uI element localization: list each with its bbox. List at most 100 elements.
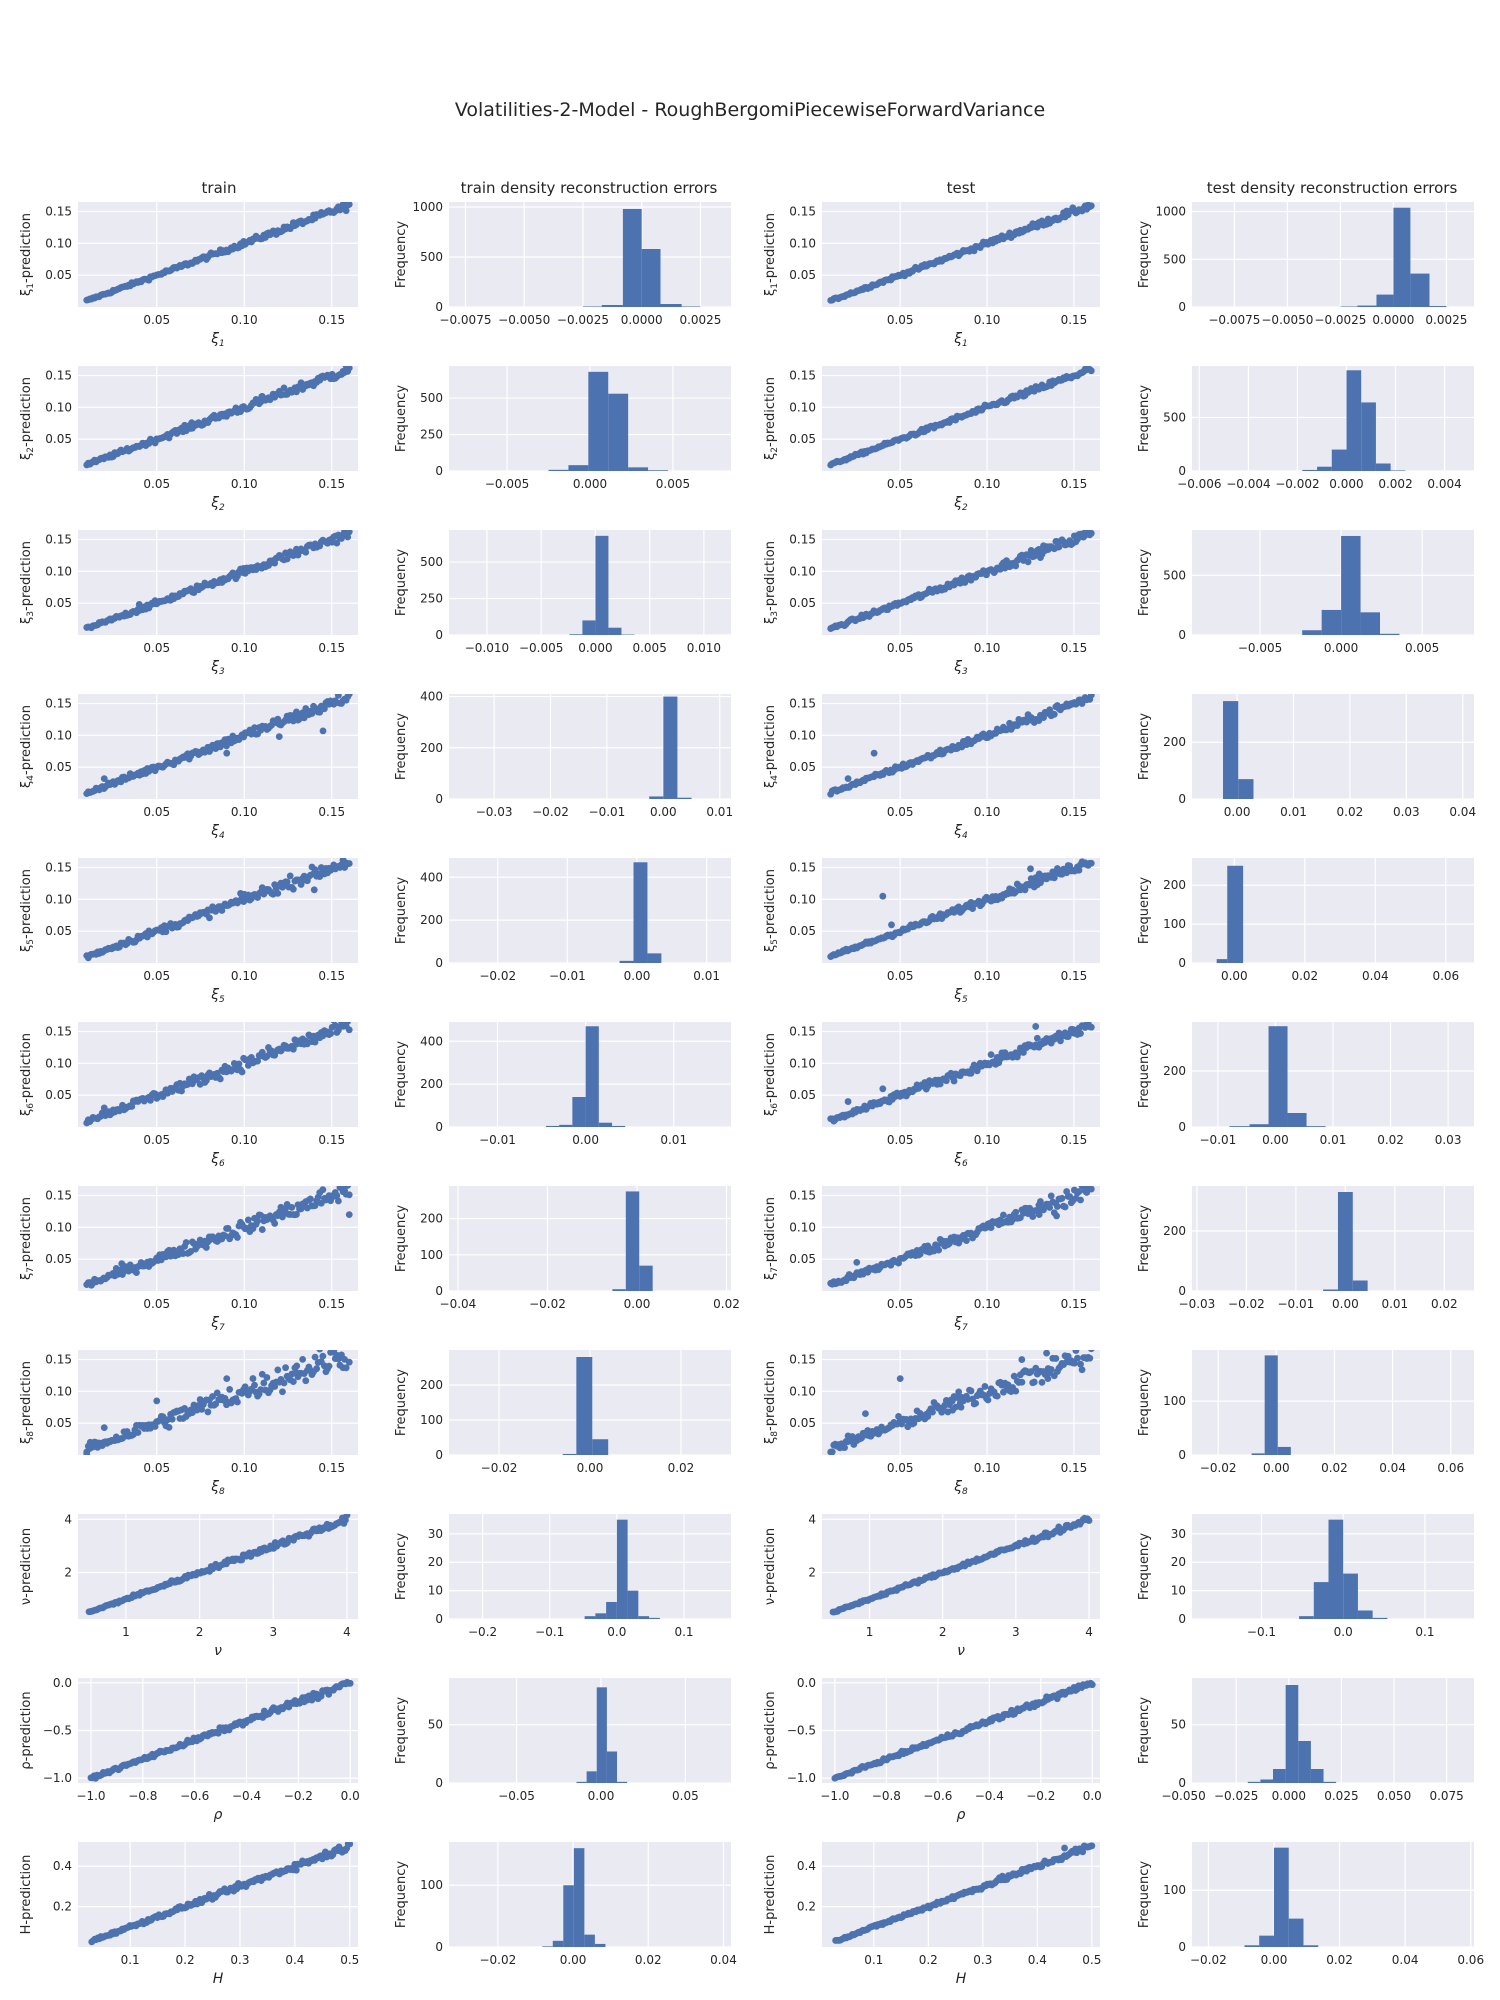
scatter-outlier-point <box>948 1397 956 1405</box>
scatter-outlier-point <box>293 1362 301 1370</box>
scatter-point <box>1050 710 1058 718</box>
x-tick-label: 0.15 <box>1061 1297 1088 1311</box>
y-tick-label: 0.15 <box>789 369 816 383</box>
scatter-outlier-point <box>275 733 283 741</box>
histogram-bar <box>562 1453 577 1455</box>
scatter-point <box>1012 562 1020 570</box>
x-tick-label: 0.15 <box>1061 1461 1088 1475</box>
y-tick-label: 200 <box>420 741 443 755</box>
histogram-bar <box>625 1191 640 1291</box>
scatter-outlier-point <box>100 775 108 783</box>
x-tick-label: 0.01 <box>1381 1297 1408 1311</box>
scatter-point <box>213 1389 221 1397</box>
histogram-bar <box>1393 207 1411 307</box>
scatter-point <box>302 548 310 556</box>
y-axis-label: ξ4-prediction <box>19 705 36 788</box>
x-tick-label: 0.1 <box>121 1953 140 1967</box>
x-axis-label: ξ8 <box>210 1479 225 1497</box>
x-axis-label: ξ2 <box>953 495 968 513</box>
panel-r5-c2-scatter: 0.05 0.10 0.15 0.05 0.10 0.15 ξ6 ξ6-prediction <box>763 1022 1100 1169</box>
scatter-point <box>1020 1049 1027 1056</box>
y-tick-label: 500 <box>420 250 443 264</box>
y-tick-label: 0.15 <box>45 1353 72 1367</box>
plot-area <box>85 1514 351 1616</box>
histogram-bar <box>568 465 589 471</box>
y-tick-label: 10 <box>428 1584 443 1598</box>
histogram-bar <box>681 306 701 307</box>
y-tick-label: 0.05 <box>45 1416 72 1430</box>
y-tick-label: 0.15 <box>45 205 72 219</box>
axes-background <box>449 530 731 635</box>
x-tick-label: 0.1 <box>864 1953 883 1967</box>
x-tick-label: −0.2 <box>284 1789 313 1803</box>
scatter-point <box>1012 1208 1020 1216</box>
y-tick-label: 200 <box>420 1077 443 1091</box>
x-tick-label: −0.02 <box>1200 1461 1237 1475</box>
scatter-point <box>1052 1355 1060 1362</box>
x-tick-label: 0.00 <box>1221 969 1248 983</box>
plot-area <box>1302 535 1400 635</box>
x-tick-label: 0.05 <box>143 641 170 655</box>
histogram-bar <box>582 306 602 307</box>
y-tick-label: 1000 <box>412 200 443 214</box>
histogram-bar <box>576 1357 593 1455</box>
y-axis-label: ξ5-prediction <box>19 869 36 952</box>
scatter-point <box>952 1403 960 1411</box>
x-tick-label: 0.00 <box>560 1953 587 1967</box>
scatter-point <box>345 1191 353 1199</box>
histogram-bar <box>1372 1617 1388 1619</box>
scatter-point <box>929 1408 936 1416</box>
scatter-point <box>260 1379 268 1387</box>
histogram-bar <box>1328 1519 1344 1619</box>
histogram-bar <box>663 696 678 799</box>
x-tick-label: 0.01 <box>693 969 720 983</box>
scatter-point <box>165 1423 173 1431</box>
panel-r9-c3-bar: −0.050 −0.025 0.000 0.025 0.050 0.075 0 50 Frequ… <box>1137 1678 1474 1803</box>
scatter-point <box>1087 202 1095 210</box>
histogram-bar <box>1303 1945 1319 1947</box>
scatter-outlier-point <box>1032 1023 1040 1030</box>
y-axis-label: Frequency <box>1137 1697 1152 1764</box>
panel-r7-c1-bar: −0.02 0.00 0.02 0 100 200 Frequency <box>394 1350 731 1475</box>
scatter-point <box>1087 1023 1095 1031</box>
x-tick-label: −0.01 <box>1278 1297 1315 1311</box>
x-tick-label: −0.01 <box>479 1133 516 1147</box>
y-tick-label: 0 <box>1178 300 1186 314</box>
scatter-outlier-point <box>870 749 878 757</box>
x-tick-label: 0.05 <box>143 969 170 983</box>
scatter-point <box>345 530 353 536</box>
scatter-outlier-point <box>888 921 895 929</box>
scatter-outlier-point <box>83 1450 91 1455</box>
x-tick-label: −0.8 <box>128 1789 157 1803</box>
plot-area <box>83 530 353 632</box>
histogram-bar <box>563 1885 574 1947</box>
y-tick-label: 0.05 <box>45 760 72 774</box>
x-tick-label: 1 <box>122 1625 130 1639</box>
x-tick-label: 0.2 <box>176 1953 195 1967</box>
y-axis-label: Frequency <box>394 713 409 780</box>
x-axis-label: H <box>213 1971 224 1987</box>
x-tick-label: −0.02 <box>479 969 516 983</box>
x-tick-label: 0.004 <box>1427 477 1461 491</box>
x-tick-label: 0.10 <box>231 1297 258 1311</box>
x-tick-label: 0.3 <box>973 1953 992 1967</box>
y-tick-label: 0.05 <box>45 1252 72 1266</box>
scatter-outlier-point <box>319 727 327 735</box>
axes-background <box>449 694 731 799</box>
histogram-bar <box>1299 1616 1314 1619</box>
scatter-outlier-point <box>844 775 852 783</box>
x-tick-label: 0.06 <box>1457 1953 1484 1967</box>
x-tick-label: 0.10 <box>974 477 1001 491</box>
plot-area <box>827 1350 1095 1455</box>
scatter-point <box>302 1377 310 1385</box>
x-tick-label: 0.15 <box>318 1133 345 1147</box>
y-axis-label: ξ4-prediction <box>763 705 780 788</box>
plot-area <box>569 535 635 635</box>
scatter-point <box>1087 530 1095 537</box>
panel-r2-c3-bar: −0.005 0.000 0.005 0 500 Frequency <box>1137 530 1474 655</box>
y-tick-label: 0.10 <box>45 892 72 906</box>
histogram-bar <box>612 1125 626 1127</box>
scatter-point <box>1043 1350 1050 1357</box>
plot-area <box>83 366 353 469</box>
